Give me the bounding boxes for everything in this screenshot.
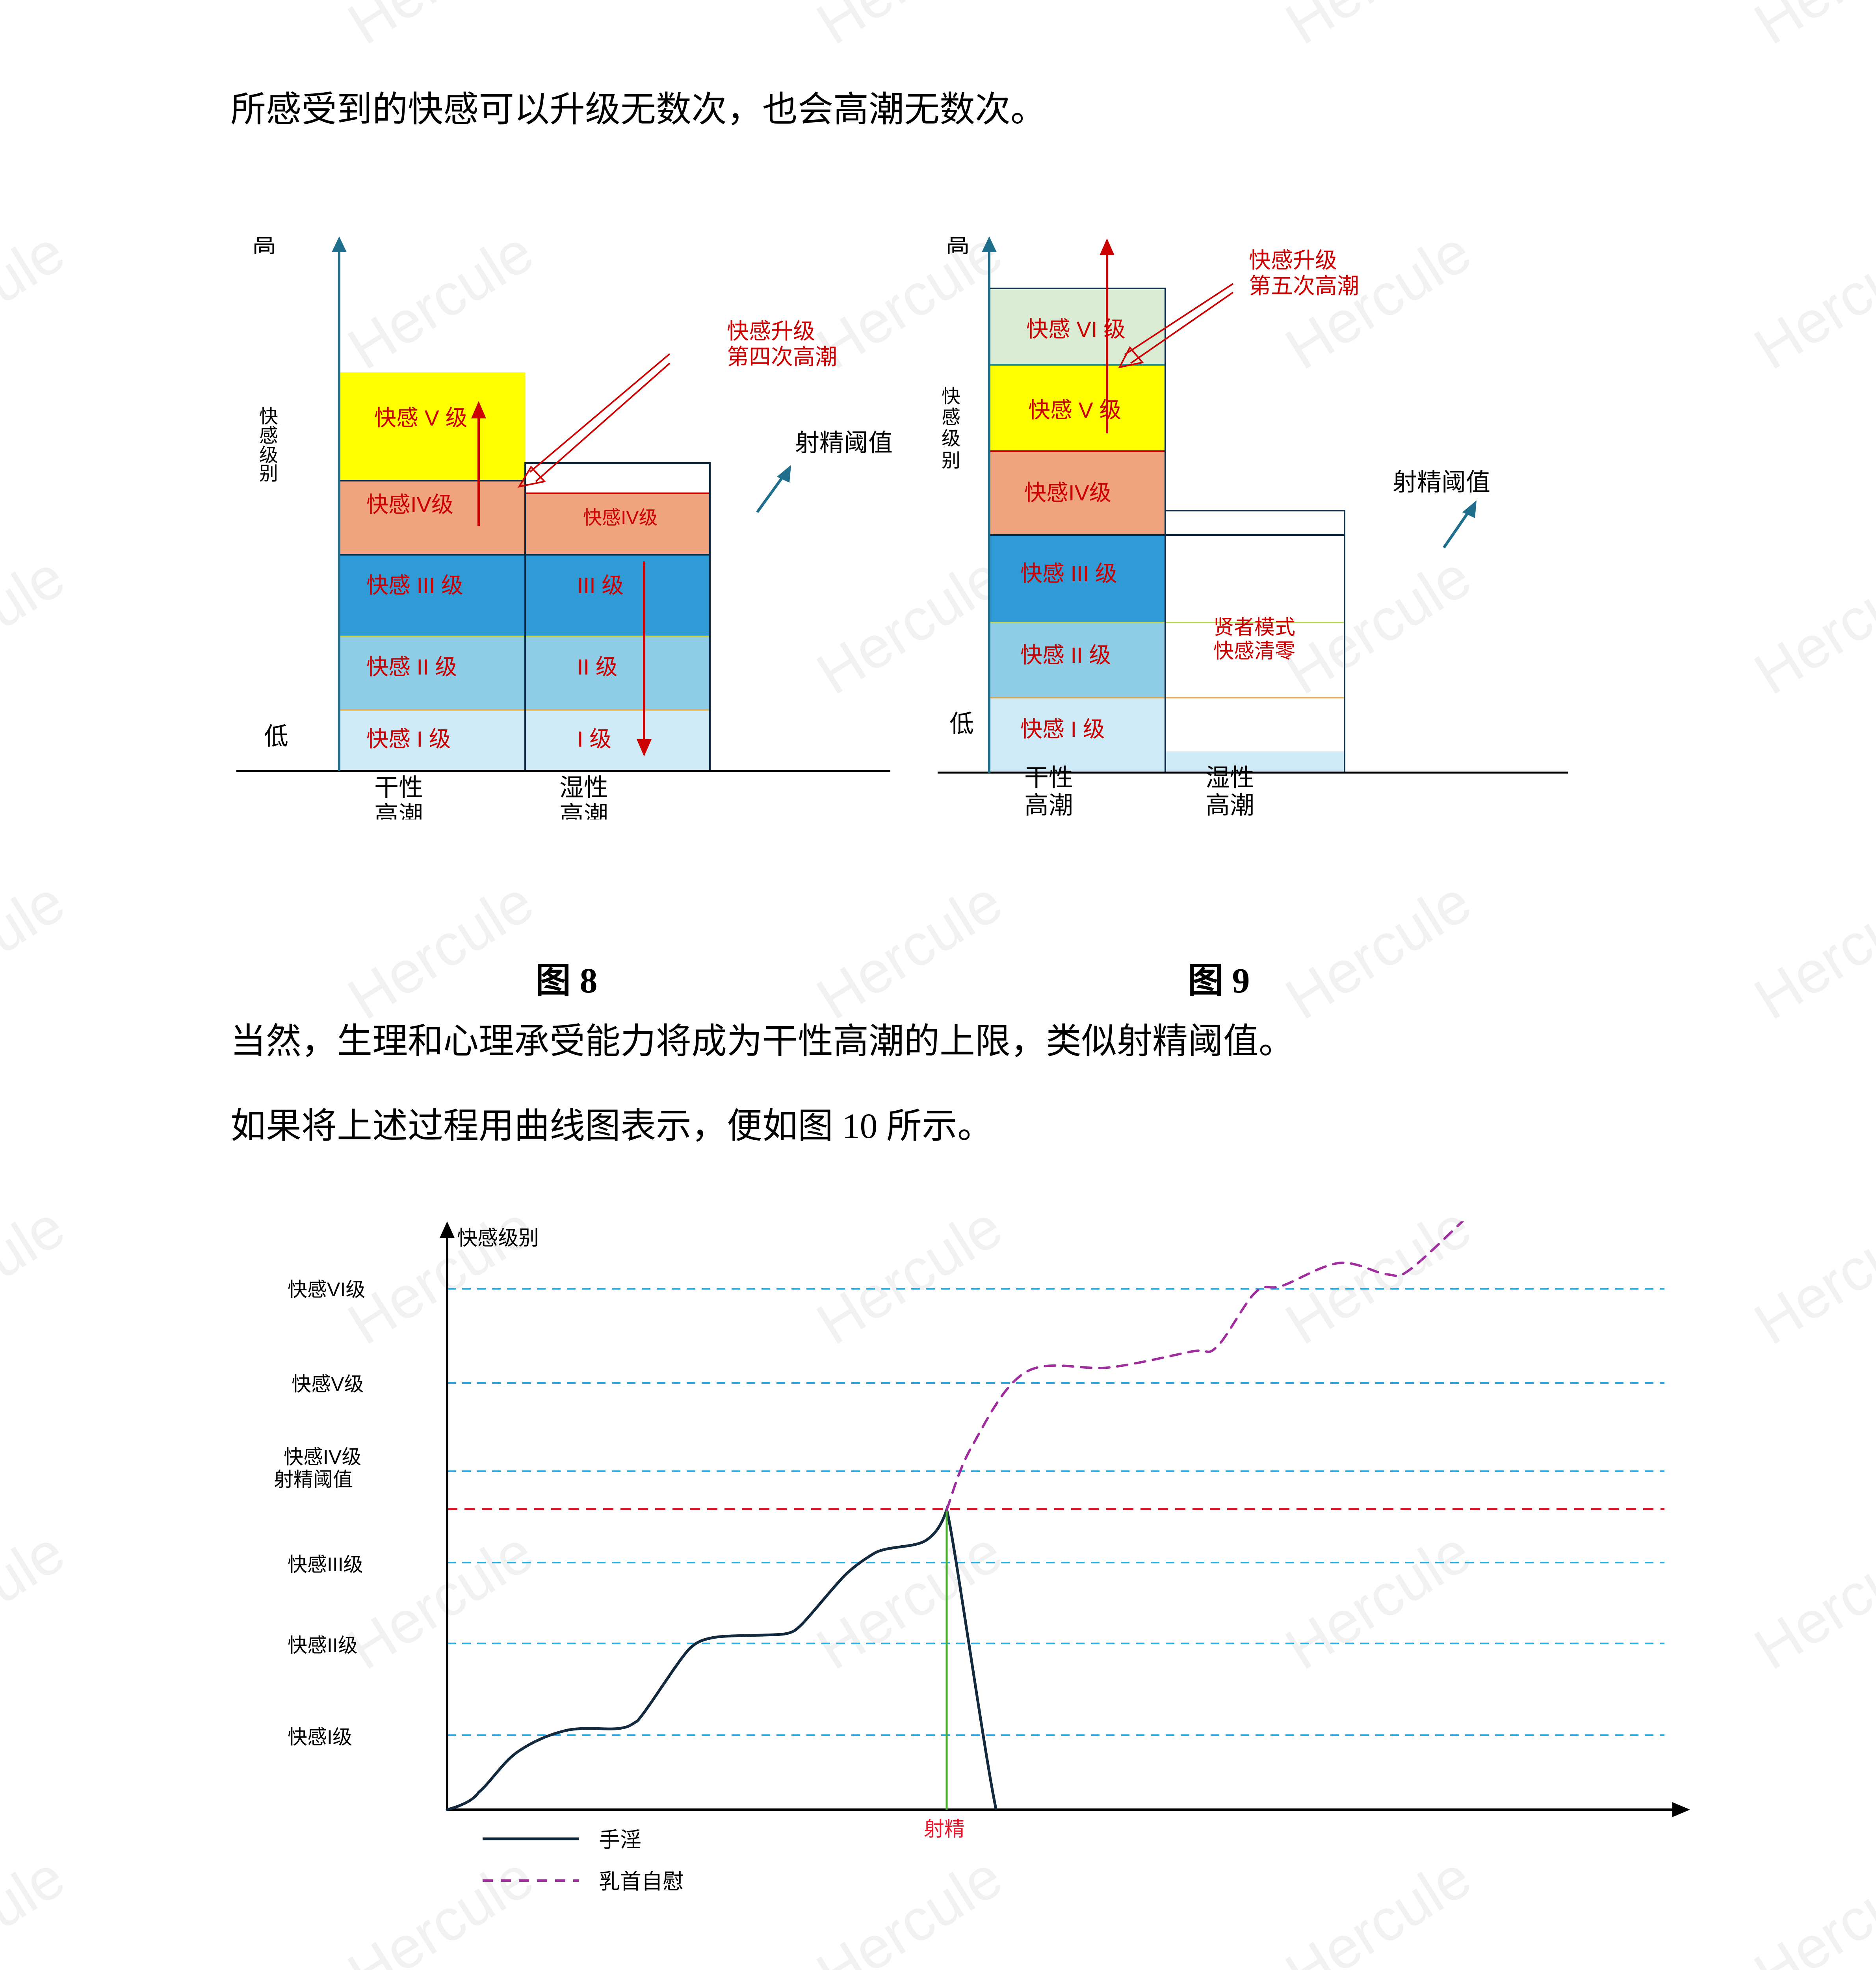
svg-text:湿性: 湿性	[1205, 764, 1254, 792]
svg-text:感: 感	[259, 426, 278, 446]
svg-text:快感VI级: 快感VI级	[288, 1279, 365, 1301]
svg-text:快感 II 级: 快感 II 级	[366, 654, 457, 679]
svg-text:高潮: 高潮	[374, 802, 423, 820]
svg-text:III 级: III 级	[577, 573, 624, 598]
svg-text:快感 III 级: 快感 III 级	[366, 573, 463, 598]
svg-text:快感 III 级: 快感 III 级	[1020, 561, 1117, 586]
svg-text:高: 高	[252, 236, 277, 258]
svg-text:快感清零: 快感清零	[1213, 640, 1295, 663]
svg-text:快感IV级: 快感IV级	[583, 507, 658, 528]
svg-text:快感 V 级: 快感 V 级	[374, 405, 467, 430]
svg-text:射精阈值: 射精阈值	[795, 429, 893, 457]
svg-text:第四次高潮: 第四次高潮	[727, 344, 837, 369]
svg-text:湿性: 湿性	[559, 774, 608, 801]
svg-text:低: 低	[949, 710, 974, 738]
svg-text:快感升级: 快感升级	[727, 319, 815, 344]
svg-text:级: 级	[259, 445, 278, 466]
svg-text:快感IV级: 快感IV级	[284, 1446, 361, 1468]
svg-text:低: 低	[264, 723, 288, 750]
svg-text:高潮: 高潮	[1205, 792, 1254, 819]
svg-text:快感级别: 快感级别	[457, 1227, 539, 1250]
svg-text:贤者模式: 贤者模式	[1213, 616, 1295, 639]
svg-text:射精阈值: 射精阈值	[1393, 469, 1490, 496]
svg-text:快: 快	[259, 406, 278, 427]
svg-text:第五次高潮: 第五次高潮	[1249, 273, 1359, 298]
svg-text:快感升级: 快感升级	[1249, 248, 1337, 273]
svg-text:快感 I 级: 快感 I 级	[366, 727, 451, 751]
svg-text:快感 I 级: 快感 I 级	[1020, 717, 1105, 742]
svg-text:快感III级: 快感III级	[288, 1554, 363, 1576]
svg-text:快感 II 级: 快感 II 级	[1020, 643, 1111, 667]
svg-text:手淫: 手淫	[599, 1828, 641, 1852]
svg-text:射精: 射精	[924, 1818, 965, 1841]
svg-text:快感V级: 快感V级	[292, 1373, 364, 1395]
svg-text:快感IV级: 快感IV级	[366, 492, 453, 517]
svg-text:II 级: II 级	[577, 654, 618, 679]
svg-text:高: 高	[945, 236, 970, 258]
svg-text:干性: 干性	[1024, 764, 1073, 792]
svg-text:射精阈值: 射精阈值	[274, 1468, 353, 1491]
svg-text:I 级: I 级	[577, 727, 611, 751]
svg-text:别: 别	[259, 463, 278, 484]
svg-text:高潮: 高潮	[559, 802, 608, 820]
svg-text:快: 快	[942, 386, 960, 407]
svg-text:感: 感	[942, 407, 960, 428]
svg-text:干性: 干性	[374, 774, 423, 801]
svg-text:高潮: 高潮	[1024, 792, 1073, 819]
svg-text:快感IV级: 快感IV级	[1024, 480, 1111, 505]
svg-text:快感I级: 快感I级	[288, 1726, 352, 1748]
svg-text:乳首自慰: 乳首自慰	[599, 1870, 684, 1891]
svg-text:快感II级: 快感II级	[288, 1634, 358, 1656]
svg-text:快感 VI 级: 快感 VI 级	[1026, 317, 1126, 342]
svg-text:别: 别	[942, 450, 960, 471]
svg-text:级: 级	[942, 428, 960, 449]
svg-text:快感 V 级: 快感 V 级	[1028, 398, 1121, 422]
